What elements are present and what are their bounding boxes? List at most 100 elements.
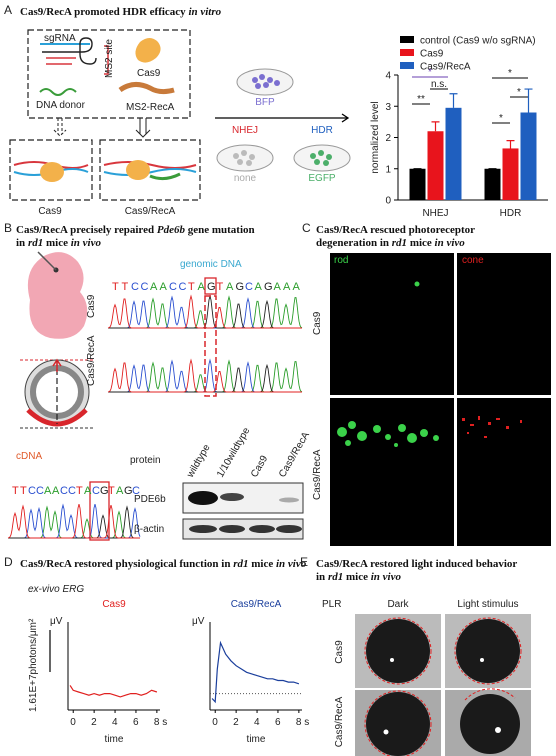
y-tick-label: 2 — [385, 133, 391, 144]
column-label: PLR — [322, 599, 341, 610]
lane-label: Cas9/RecA — [277, 430, 312, 480]
panel-label: C — [302, 221, 311, 235]
dna — [103, 168, 197, 176]
panel-title: Cas9/RecA rescued photoreceptor — [316, 224, 475, 236]
x-tick-label: 6 — [275, 717, 281, 728]
cells — [233, 150, 255, 166]
panel-title: Cas9/RecA restored light induced behavio… — [316, 558, 517, 570]
x-axis-label: time — [247, 734, 266, 745]
legend-swatch — [400, 62, 414, 69]
bar — [484, 168, 501, 200]
eye-photos — [355, 614, 531, 756]
dish — [216, 144, 274, 172]
legend-swatch — [400, 36, 414, 43]
result-label: Cas9/RecA — [125, 206, 176, 217]
error-bar — [431, 121, 440, 132]
title-part: rd1 — [392, 237, 407, 249]
panel-title: Cas9/RecA promoted HDR efficacy in vitro — [20, 6, 222, 18]
ms2-site-label: MS2 site — [104, 39, 115, 78]
title-part: in vitro — [188, 6, 221, 18]
needle — [37, 251, 57, 271]
title-part: Cas9/RecA precisely repaired — [16, 224, 157, 236]
channel-label: rod — [334, 255, 348, 266]
sequence: T T C C A A C C T A GT A GC A GA A A — [112, 281, 301, 293]
error-bar — [506, 140, 515, 149]
micrograph — [330, 253, 454, 395]
donor-label: DNA donor — [36, 100, 86, 111]
panel-title: Cas9/RecA restored physiological functio… — [20, 558, 307, 570]
title-part: mice — [43, 237, 70, 249]
title-part: in — [316, 571, 328, 583]
panel-label: B — [4, 221, 12, 235]
dish-label: BFP — [255, 97, 275, 108]
title-part: rd1 — [28, 237, 43, 249]
dish — [293, 144, 351, 172]
dna — [103, 161, 197, 169]
legend-label: Cas9 — [420, 49, 444, 60]
cells — [310, 150, 332, 166]
x-tick-label: HDR — [500, 208, 522, 219]
arrow — [215, 113, 350, 123]
title-part: Cas9/RecA promoted HDR efficacy — [20, 6, 188, 18]
reca-filament — [149, 172, 181, 181]
result-label: Cas9 — [38, 206, 62, 217]
significance: ** — [417, 94, 425, 105]
bands — [189, 525, 302, 533]
title-part: in — [16, 237, 28, 249]
highlight-box — [204, 295, 217, 397]
micrograph — [457, 398, 551, 546]
significance: * — [499, 113, 503, 124]
panel-title: degeneration in rd1 mice in vivo — [316, 237, 465, 249]
arrow — [52, 358, 62, 372]
trace — [7, 503, 140, 539]
bar — [445, 107, 462, 200]
bar — [409, 168, 426, 200]
y-tick-label: 4 — [385, 71, 391, 82]
y-tick-label: 0 — [385, 196, 391, 207]
significance-brackets — [412, 76, 528, 124]
protocol-label: ex-vivo ERG — [28, 584, 84, 595]
cas9-label: Cas9 — [137, 68, 161, 79]
row-label: Cas9 — [312, 311, 323, 335]
cone-cells — [462, 416, 522, 438]
title-part: mice — [407, 237, 434, 249]
row-label: Cas9 — [86, 294, 97, 318]
title-part: in vivo — [276, 558, 307, 570]
title-part: mice — [248, 558, 275, 570]
trace — [8, 505, 140, 539]
title-part: gene mutation — [185, 224, 255, 236]
x-axis-label: time — [105, 734, 124, 745]
highlight-box — [89, 481, 110, 541]
ms2-bracket — [104, 45, 109, 75]
channel-label: cone — [462, 255, 484, 266]
y-axis-label: normalized level — [370, 101, 381, 173]
x-tick-label: 8 s — [154, 717, 167, 728]
significance: n.s. — [431, 79, 447, 90]
bar — [502, 148, 519, 200]
panel-label: A — [4, 3, 12, 17]
result-box — [9, 139, 93, 201]
significance: * — [508, 68, 512, 79]
micrograph — [330, 398, 454, 546]
cas9-shape — [126, 160, 150, 180]
significance: * — [428, 67, 432, 78]
column-label: Light stimulus — [457, 599, 518, 610]
x-tick-label: 2 — [233, 717, 239, 728]
panel-label: D — [4, 555, 13, 569]
sgrna-label: sgRNA — [44, 33, 76, 44]
title-part: degeneration in — [316, 237, 392, 249]
arrow — [53, 118, 67, 137]
panel-title: in rd1 mice in vivo — [316, 571, 401, 583]
ms2-reca-shape — [118, 82, 175, 95]
x-tick-label: 6 — [133, 717, 139, 728]
bar — [520, 112, 537, 200]
row-label: Cas9/RecA — [312, 449, 323, 500]
rod-cells — [337, 421, 439, 447]
band — [188, 491, 218, 505]
chart-title: Cas9/RecA — [231, 599, 282, 610]
highlight-box — [204, 277, 217, 295]
title-part: in vivo — [371, 571, 402, 583]
dish — [236, 68, 294, 96]
cdna-label: cDNA — [16, 451, 42, 462]
